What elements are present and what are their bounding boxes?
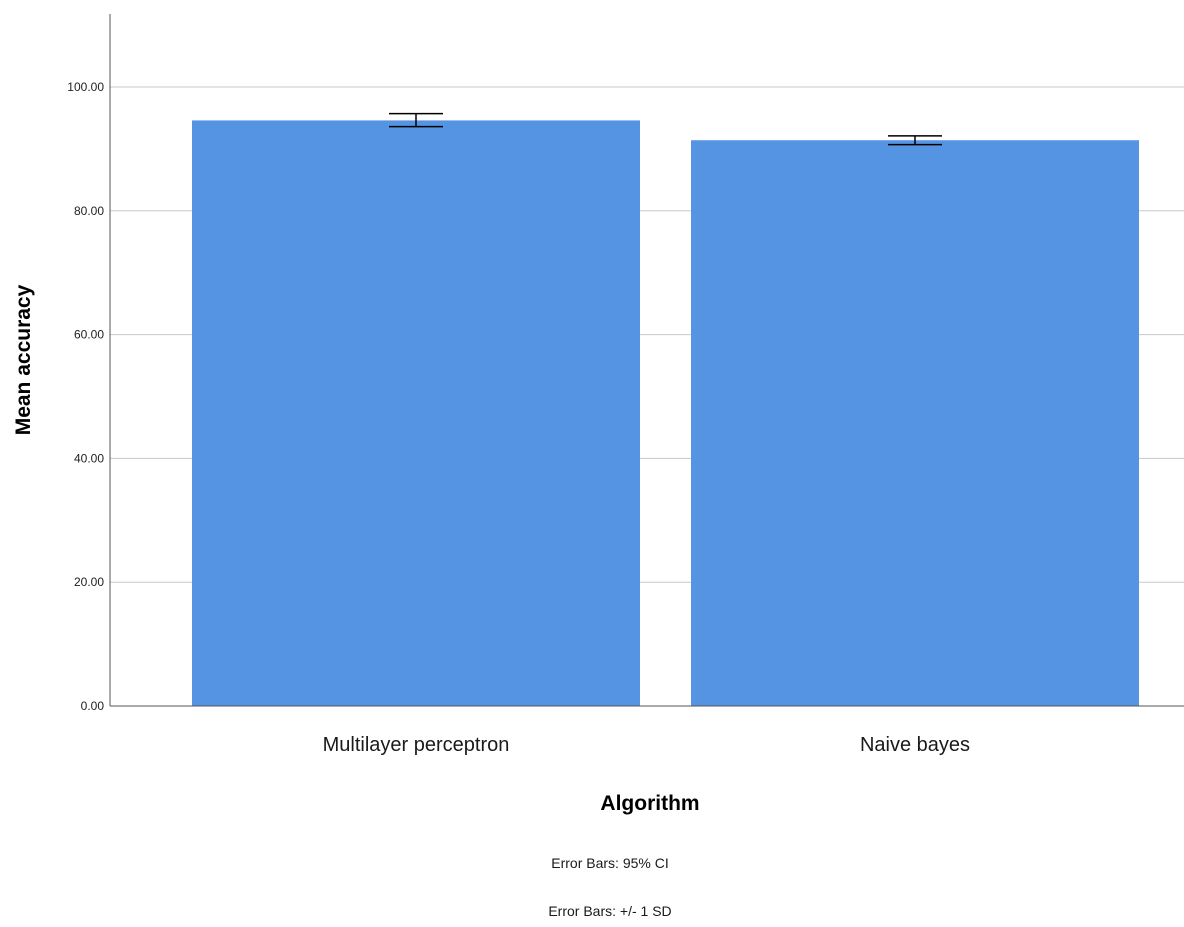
footnote-ci: Error Bars: 95% CI <box>551 855 668 871</box>
bars <box>192 120 1139 706</box>
y-tick-label: 0.00 <box>81 699 105 713</box>
x-tick-label: Naive bayes <box>860 734 970 756</box>
y-tick-labels: 0.00 20.00 40.00 60.00 80.00 100.00 <box>67 80 104 713</box>
bar <box>691 140 1139 706</box>
y-tick-label: 100.00 <box>67 80 104 94</box>
bar <box>192 120 640 706</box>
x-axis-title: Algorithm <box>600 792 699 815</box>
y-axis-title: Mean accuracy <box>12 284 35 435</box>
error-bar <box>389 112 443 128</box>
x-tick-label: Multilayer perceptron <box>323 734 510 756</box>
x-tick-labels: Multilayer perceptron Naive bayes <box>323 734 970 756</box>
y-tick-label: 20.00 <box>74 575 104 589</box>
error-bar <box>888 135 942 146</box>
error-bars <box>389 112 942 146</box>
y-tick-label: 40.00 <box>74 451 104 465</box>
footnote-sd: Error Bars: +/- 1 SD <box>548 903 671 919</box>
y-tick-label: 80.00 <box>74 204 104 218</box>
y-tick-label: 60.00 <box>74 328 104 342</box>
